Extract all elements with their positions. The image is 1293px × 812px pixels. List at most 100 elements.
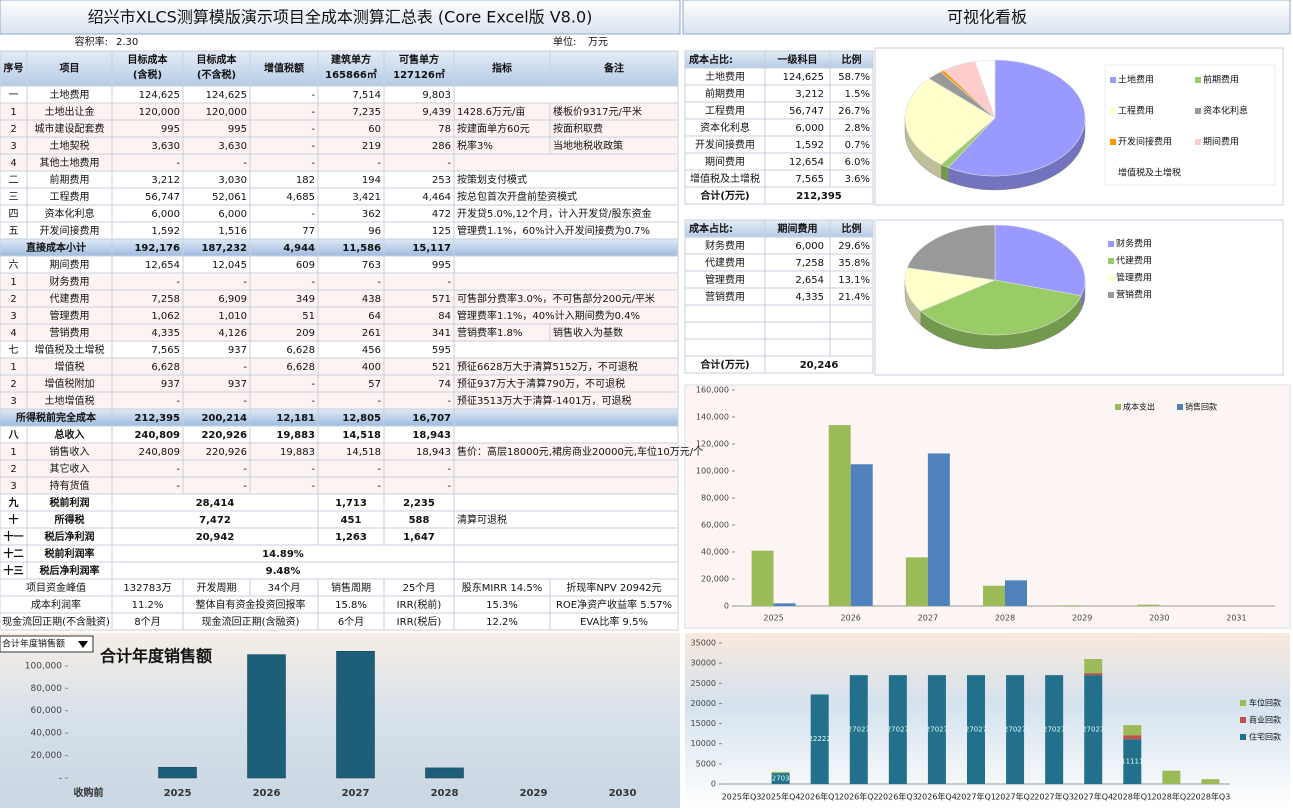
- cell-text: 4: [10, 158, 16, 169]
- cell-text: 工程费用: [50, 190, 90, 203]
- cell-text: -: [176, 464, 180, 475]
- cell-text: 按建面单方60元: [457, 122, 530, 135]
- cell: [249, 153, 319, 172]
- legend-label: 增值税及土增税: [1118, 167, 1181, 179]
- cell-text: 4,944: [283, 243, 315, 254]
- y-tick-label: 80,000: [701, 494, 729, 503]
- cell: [684, 304, 766, 323]
- bar: [158, 767, 197, 779]
- cell-text: 1428.6万元/亩: [457, 105, 525, 118]
- category-text: 开发间接费用: [695, 138, 755, 151]
- cell-text: -: [243, 277, 247, 288]
- legend-swatch: [1110, 108, 1116, 114]
- cell-text: 125: [432, 226, 451, 237]
- kpi-text: 整体自有资金投资回报率: [196, 598, 306, 611]
- cell: [453, 153, 679, 172]
- y-tick-label: 5000: [696, 759, 716, 768]
- cell-text: 4,335: [151, 328, 180, 339]
- x-tick-label: 2025年Q4: [761, 792, 801, 802]
- cell: [249, 136, 319, 155]
- cell-text: 937: [228, 379, 247, 390]
- cell-text: 四: [9, 209, 19, 220]
- cell-text: 1,010: [218, 311, 247, 322]
- cell-text: -: [377, 464, 381, 475]
- dropdown-text[interactable]: 合计年度销售额: [2, 638, 65, 650]
- cell: [249, 204, 319, 223]
- cell: [764, 186, 874, 205]
- cell-text: 219: [362, 141, 381, 152]
- cell-text: 7,472: [199, 515, 231, 526]
- cell-text: 预征6628万大于清算5152万，不可退税: [457, 360, 638, 373]
- cell-text: 预征937万大于清算790万，不可退税: [457, 377, 625, 390]
- kpi-text: 25个月: [403, 582, 436, 594]
- dropdown[interactable]: [0, 635, 94, 653]
- cell-text: 16,707: [412, 413, 451, 424]
- y-tick-label: 40,000: [31, 729, 63, 739]
- cell: [182, 476, 251, 495]
- cell-text: 4,126: [218, 328, 247, 339]
- x-tick-label: 2030: [1149, 614, 1169, 623]
- cell: [317, 476, 385, 495]
- cell-text: 当地地税收政策: [553, 139, 623, 152]
- cell-text: -: [447, 464, 451, 475]
- y-tick-label: 35000: [691, 639, 716, 648]
- y-tick-label: 40,000: [701, 548, 729, 557]
- cell-text: -: [311, 158, 315, 169]
- legend-label: 商业回款: [1249, 715, 1281, 725]
- cell-text: 可售部分费率3.0%，不可售部分200元/平米: [457, 292, 655, 305]
- category-text: 土地费用: [705, 70, 745, 83]
- header-text: 成本占比:: [689, 53, 733, 66]
- cell-text: 3,630: [218, 141, 247, 152]
- legend-swatch: [1240, 717, 1246, 723]
- legend-label: 营销费用: [1116, 289, 1152, 301]
- kpi-text: 6个月: [338, 616, 364, 628]
- cell-text: 其它收入: [50, 462, 90, 475]
- cell-text: 期间费用: [50, 258, 90, 271]
- data-label: 22222: [809, 735, 831, 743]
- bar-segment: [888, 675, 907, 784]
- cell-text: 472: [432, 209, 451, 220]
- kpi-text: 项目资金峰值: [26, 581, 86, 594]
- sales-chart-title: 合计年度销售额: [100, 647, 212, 666]
- y-tick-label: 30000: [691, 659, 716, 668]
- header-text: 比例: [842, 222, 862, 235]
- header-text: 成本占比:: [689, 222, 733, 235]
- data-label: 27027: [1004, 726, 1026, 734]
- data-label: 2703: [772, 775, 790, 783]
- kpi-text: 现金流回正期(含融资): [202, 615, 300, 628]
- cell: [249, 391, 319, 410]
- dropdown-arrow[interactable]: [78, 641, 88, 648]
- x-tick-label: 2028年Q3: [1191, 792, 1231, 802]
- cell-text: -: [447, 158, 451, 169]
- cell-text: 3,421: [352, 192, 381, 203]
- cell-text: 所得税前完全成本: [16, 411, 97, 424]
- cell: [453, 340, 679, 359]
- category-text: 期间费用: [705, 155, 745, 168]
- y-tick-label: 20000: [691, 699, 716, 708]
- cell-text: 187,232: [201, 243, 247, 254]
- legend-swatch: [1177, 404, 1183, 410]
- x-tick-label: 2027年Q3: [1034, 792, 1074, 802]
- cell-text: 15,117: [412, 243, 451, 254]
- cell-text: 56,747: [145, 192, 180, 203]
- cell-text: 资本化利息: [45, 207, 95, 220]
- pie-slice: [947, 59, 1086, 177]
- cell-text: 3,212: [151, 175, 180, 186]
- share-text: 2.8%: [845, 123, 870, 134]
- cell-text: 6,628: [151, 362, 180, 373]
- cell-text: 14,518: [346, 447, 381, 458]
- cell-text: 其他土地费用: [40, 156, 100, 169]
- y-tick-label: 0: [724, 602, 729, 611]
- cell-text: -: [311, 481, 315, 492]
- cell: [317, 272, 385, 291]
- cell-text: 1,062: [151, 311, 180, 322]
- cell-text: 按面积取费: [553, 122, 603, 135]
- cell-text: 3: [10, 311, 16, 322]
- bar-segment: [1084, 659, 1103, 674]
- legend-swatch: [1110, 139, 1116, 145]
- cell: [453, 85, 679, 104]
- cell-text: 1: [10, 447, 16, 458]
- cell: [549, 50, 679, 87]
- cell-text: 所得税: [55, 513, 85, 526]
- cell-text: 增值税: [55, 360, 85, 373]
